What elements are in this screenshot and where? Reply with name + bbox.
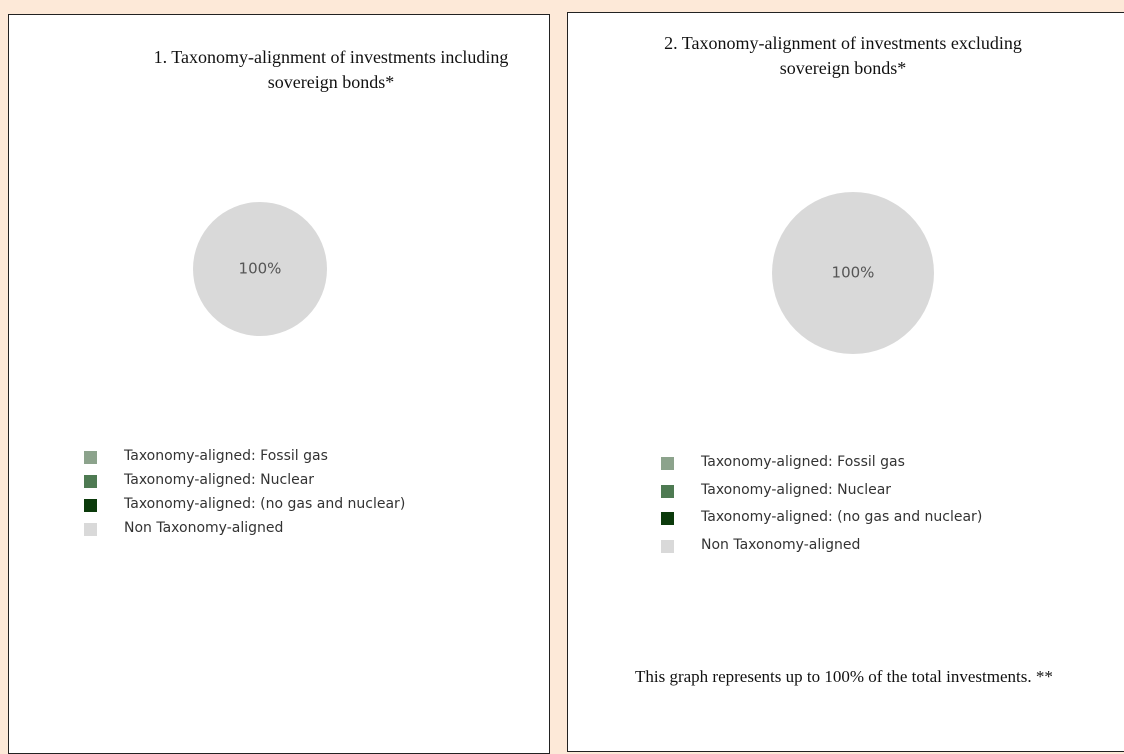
data-label: 100%	[832, 264, 875, 282]
legend-swatch	[84, 475, 97, 488]
legend-swatch	[661, 512, 674, 525]
chart-panel: 100% 2. Taxonomy-alignment of investments…	[567, 12, 1124, 752]
legend-label: Taxonomy-aligned: (no gas and nuclear)	[124, 496, 406, 512]
legend-swatch	[84, 451, 97, 464]
legend-swatch	[661, 457, 674, 470]
legend-label: Taxonomy-aligned: Fossil gas	[124, 448, 328, 464]
data-label: 100%	[239, 260, 282, 278]
annotation: This graph represents up to 100% of the …	[635, 667, 1053, 686]
pie-slice	[772, 192, 934, 354]
pie-slice	[193, 202, 327, 336]
legend-label: Taxonomy-aligned: (no gas and nuclear)	[701, 509, 983, 525]
legend-label: Non Taxonomy-aligned	[701, 536, 861, 553]
legend-label: Non Taxonomy-aligned	[124, 520, 284, 536]
legend-label: Taxonomy-aligned: Fossil gas	[701, 454, 905, 470]
legend-swatch	[84, 523, 97, 536]
legend-swatch	[661, 484, 674, 498]
legend-label: Taxonomy-aligned: Nuclear	[124, 472, 315, 488]
pie-chart: 100%	[193, 202, 327, 336]
pie-chart: 100%	[772, 192, 934, 354]
chart-title: 1. Taxonomy-alignment of investments inc…	[153, 47, 509, 92]
chart-panel: 100% 1. Taxonomy-alignment of investments…	[8, 14, 550, 754]
legend-swatch	[661, 539, 674, 553]
legend-swatch	[84, 499, 97, 512]
chart-title: 2. Taxonomy-alignment of investments exc…	[664, 33, 1022, 78]
legend-label: Taxonomy-aligned: Nuclear	[701, 481, 892, 498]
